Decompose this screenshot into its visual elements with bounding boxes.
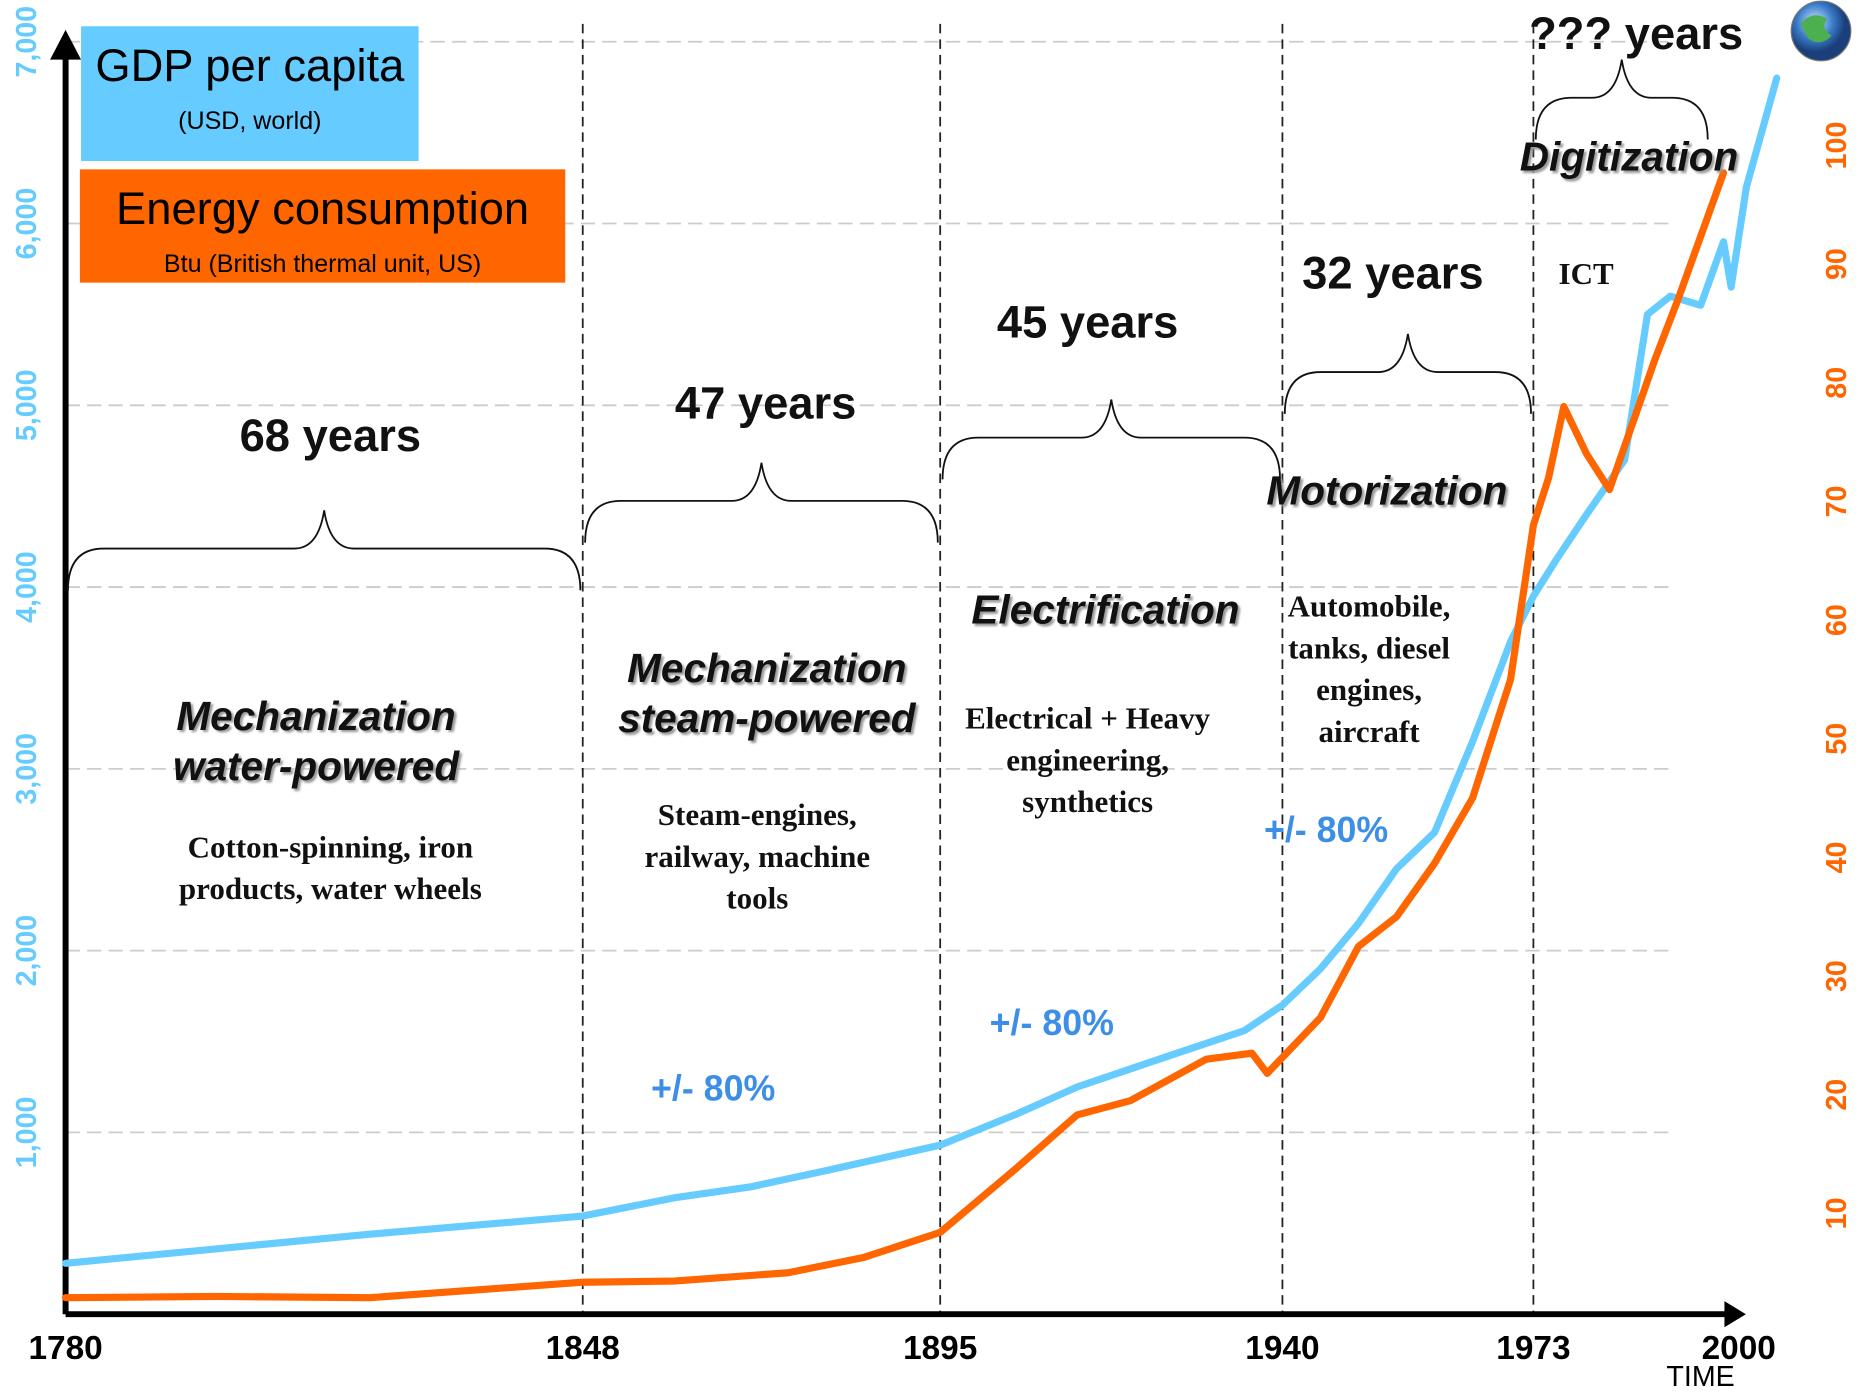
x-axis-arrow <box>1724 1301 1746 1328</box>
series-line <box>62 169 1728 1302</box>
period-name: Mechanization steam-powered <box>618 646 916 742</box>
x-tick-label: 1895 <box>903 1330 977 1367</box>
y-tick-label: 3,000 <box>11 733 43 805</box>
legend-energy: Energy consumption Btu (British thermal u… <box>79 169 566 283</box>
growth-label: +/- 80% <box>989 1004 1114 1044</box>
y-tick-label: 1,000 <box>11 1097 43 1169</box>
period-name: Mechanization water-powered <box>172 694 460 790</box>
y2-tick-label: 60 <box>1821 604 1853 636</box>
period-duration: 32 years <box>1302 249 1484 300</box>
period-name: Digitization <box>1519 134 1739 181</box>
y-tick-label: 2,000 <box>11 915 43 987</box>
period-description: Steam-engines, railway, machine tools <box>644 797 871 916</box>
growth-label: +/- 80% <box>650 1069 776 1110</box>
period-name: Motorization <box>1266 468 1508 514</box>
period-name: Electrification <box>971 587 1240 634</box>
globe-land <box>1800 15 1832 43</box>
y2-tick-label: 90 <box>1821 248 1853 280</box>
x-tick-label: 1780 <box>28 1330 102 1367</box>
y-tick-label: 6,000 <box>11 188 43 260</box>
period-duration: 68 years <box>239 411 422 462</box>
y-tick-label: 5,000 <box>11 369 43 441</box>
legend-label: GDP per capita <box>95 41 405 92</box>
x-tick-label: 1940 <box>1245 1330 1319 1367</box>
bracket <box>584 462 939 543</box>
legend-unit: Btu (British thermal unit, US) <box>163 250 482 278</box>
period-duration: ??? years <box>1529 9 1744 60</box>
period-description: Cotton-spinning, iron products, water wh… <box>178 830 482 907</box>
period-duration: 47 years <box>674 379 857 430</box>
legend-unit: (USD, world) <box>178 107 322 135</box>
y-tick-label: 7,000 <box>11 6 43 78</box>
y2-tick-label: 30 <box>1821 960 1853 992</box>
y2-tick-label: 40 <box>1821 842 1853 874</box>
bracket <box>941 399 1281 480</box>
bracket <box>1534 59 1709 140</box>
period-description: ICT <box>1558 256 1614 291</box>
y2-tick-label: 10 <box>1821 1198 1853 1230</box>
x-tick-label: 1848 <box>546 1330 620 1367</box>
y2-tick-label: 20 <box>1821 1079 1853 1111</box>
y2-tick-label: 70 <box>1821 486 1853 518</box>
bracket <box>1283 333 1532 414</box>
y2-tick-label: 100 <box>1821 122 1853 170</box>
period-description: Automobile, tanks, diesel engines, aircr… <box>1287 589 1451 749</box>
y-axis-arrow <box>50 29 82 60</box>
bracket <box>67 510 582 591</box>
y2-tick-label: 50 <box>1821 723 1853 755</box>
x-axis-label: TIME <box>1666 1361 1734 1393</box>
period-description: Electrical + Heavy engineering, syntheti… <box>965 701 1211 820</box>
period-duration: 45 years <box>996 298 1179 349</box>
legend-gdp: GDP per capita (USD, world) <box>81 26 419 161</box>
legend-label: Energy consumption <box>116 184 530 235</box>
growth-label: +/- 80% <box>1263 810 1389 851</box>
x-tick-label: 2000 <box>1702 1330 1776 1367</box>
x-tick-label: 1973 <box>1496 1330 1570 1367</box>
y-tick-label: 4,000 <box>11 551 43 623</box>
y2-tick-label: 80 <box>1821 367 1853 399</box>
